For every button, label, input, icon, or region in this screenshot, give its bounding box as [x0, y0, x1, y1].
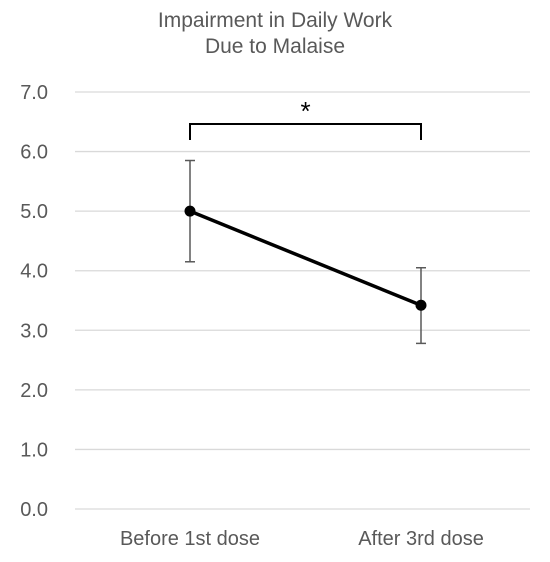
y-tick-label: 4.0: [20, 261, 48, 283]
chart-title-line-2: Due to Malaise: [204, 35, 346, 58]
significance-bracket: [189, 123, 422, 140]
significance-marker: *: [300, 96, 310, 126]
y-tick-label: 2.0: [20, 380, 48, 402]
x-tick-label: Before 1st dose: [120, 528, 260, 550]
chart-title-line-1: Impairment in Daily Work: [157, 9, 393, 32]
series-line: [189, 209, 422, 307]
y-tick-label: 6.0: [20, 142, 48, 164]
y-tick-label: 5.0: [20, 201, 48, 223]
y-tick-label: 0.0: [20, 499, 48, 521]
y-tick-label: 7.0: [20, 82, 48, 104]
y-tick-label: 3.0: [20, 320, 48, 342]
data-point: [415, 299, 427, 311]
y-tick-label: 1.0: [20, 439, 48, 461]
x-tick-label: After 3rd dose: [358, 528, 484, 550]
data-point: [184, 205, 196, 217]
